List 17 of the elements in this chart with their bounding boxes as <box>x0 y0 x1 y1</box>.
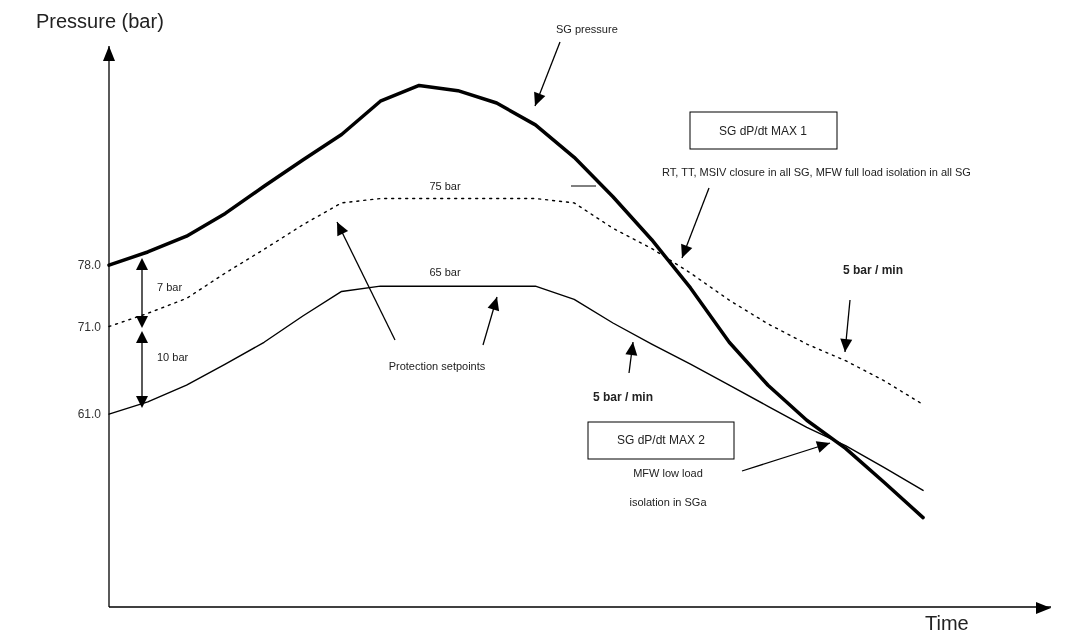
x-axis-title: Time <box>925 612 969 634</box>
annotation: SG dP/dt MAX 1 <box>718 124 808 138</box>
text: SG pressure <box>556 23 618 35</box>
annotation: 75 bar <box>429 180 461 192</box>
annotation: Protection setpoints <box>388 360 486 372</box>
annotation: 5 bar / min <box>843 263 904 277</box>
annotation: 65 bar <box>429 266 461 278</box>
annotation: 7 bar <box>157 281 183 293</box>
annotation: 5 bar / min <box>592 390 654 404</box>
y-tick-label: 78.0 <box>77 258 102 273</box>
y-tick-label: 61.0 <box>77 407 102 422</box>
annotation: 10 bar <box>157 351 189 363</box>
y-tick-label: 71.0 <box>77 319 102 334</box>
y-axis-title: Pressure (bar) <box>36 10 164 32</box>
text: MFW low load isolation in SGa <box>629 467 707 508</box>
annotation: SG dP/dt MAX 2 <box>616 433 706 447</box>
annotation: RT, TT, MSIV closure in all SG, MFW full load isolation in all SG <box>662 166 971 178</box>
